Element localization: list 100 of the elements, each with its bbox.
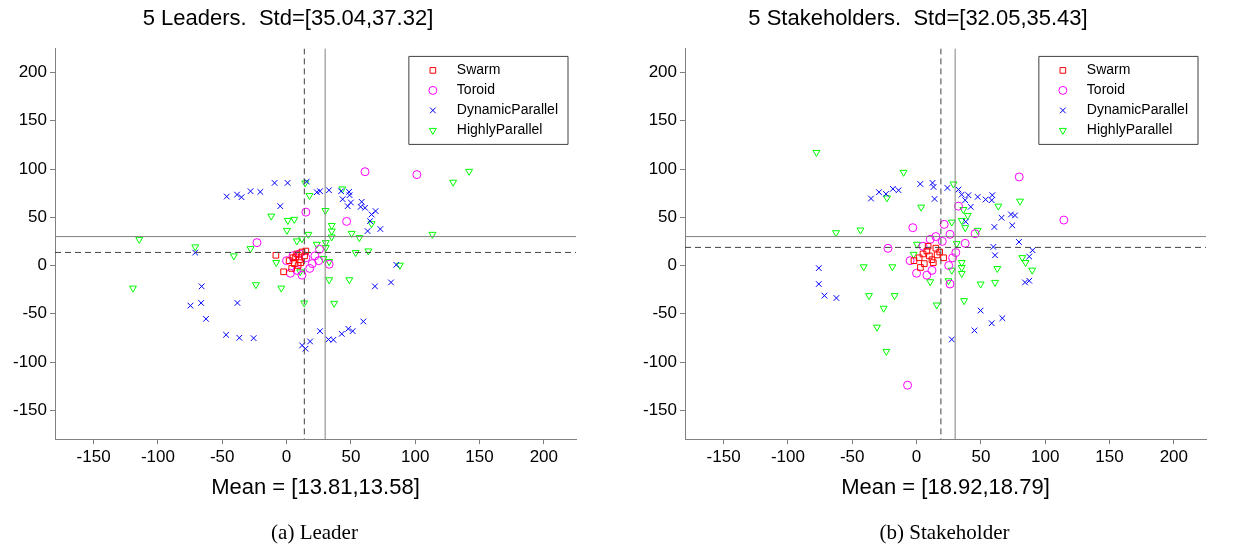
- legend-label: DynamicParallel: [456, 101, 559, 118]
- x-tick-label: 150: [1095, 447, 1124, 467]
- point: [965, 191, 972, 199]
- point: [1011, 212, 1019, 219]
- point: [1025, 277, 1033, 285]
- point: [856, 227, 865, 235]
- point: [957, 265, 966, 273]
- point: [916, 180, 924, 188]
- point: [929, 179, 936, 187]
- y-tick-label: -100: [642, 351, 677, 371]
- point: [957, 270, 966, 278]
- point: [932, 244, 940, 252]
- point: [919, 250, 927, 258]
- point: [302, 345, 309, 353]
- point: [198, 283, 205, 290]
- point: [272, 251, 280, 259]
- point: [250, 334, 257, 342]
- y-tick-label: 100: [648, 158, 677, 178]
- point: [344, 202, 351, 210]
- point: [875, 188, 883, 196]
- point: [345, 277, 354, 285]
- point: [312, 241, 321, 249]
- point: [202, 315, 210, 323]
- point: [292, 265, 302, 275]
- point: [821, 292, 828, 299]
- point: [917, 264, 924, 271]
- point: [957, 260, 966, 268]
- point: [371, 283, 379, 290]
- y-tick-label: 0: [667, 255, 677, 275]
- point: [246, 246, 255, 254]
- point: [252, 238, 262, 248]
- point: [977, 307, 984, 314]
- y-tick-label: -150: [12, 399, 47, 419]
- point: [338, 330, 346, 338]
- point: [197, 299, 205, 307]
- point: [970, 229, 980, 239]
- point: [236, 334, 243, 342]
- point: [296, 256, 303, 264]
- point: [1025, 253, 1033, 260]
- point: [991, 223, 998, 231]
- point: [883, 243, 893, 253]
- point: [890, 293, 899, 301]
- point: [360, 318, 367, 325]
- point: [233, 191, 241, 198]
- point: [297, 236, 306, 244]
- legend-label: Toroid: [1086, 81, 1125, 98]
- point: [310, 251, 320, 261]
- point: [909, 251, 918, 259]
- point: [300, 300, 309, 308]
- legend-label: HighlyParallel: [1086, 121, 1173, 138]
- point: [812, 149, 821, 157]
- point: [360, 167, 370, 177]
- point: [926, 252, 933, 260]
- point: [319, 256, 328, 264]
- point: [342, 216, 352, 226]
- point: [903, 380, 913, 390]
- point: [833, 294, 840, 302]
- point: [305, 263, 315, 273]
- text: (a) Leader: [270, 520, 359, 545]
- point: [905, 256, 915, 266]
- point: [976, 281, 985, 289]
- point: [351, 250, 360, 258]
- point: [867, 195, 875, 202]
- x-tick-label: 100: [401, 447, 430, 467]
- point: [929, 259, 937, 266]
- point: [872, 324, 881, 332]
- point: [962, 218, 970, 226]
- point: [290, 216, 299, 224]
- point: [889, 185, 897, 193]
- point: [963, 212, 972, 220]
- point: [128, 285, 137, 293]
- point: [931, 232, 941, 242]
- point: [292, 253, 299, 261]
- point: [251, 282, 260, 290]
- point: [344, 325, 352, 333]
- point: [967, 203, 975, 211]
- point: [1021, 279, 1029, 286]
- point: [982, 196, 989, 203]
- point: [912, 241, 921, 249]
- point: [1028, 267, 1037, 275]
- point: [931, 195, 938, 203]
- point: [951, 248, 961, 258]
- point: [271, 179, 278, 187]
- point: [1007, 211, 1015, 218]
- point: [910, 257, 918, 265]
- point: [222, 331, 230, 339]
- point: [321, 208, 330, 216]
- point: [949, 181, 958, 189]
- x-tick-label: -50: [839, 447, 865, 467]
- y-tick-label: 200: [18, 62, 47, 82]
- point: [948, 253, 958, 263]
- point: [321, 245, 330, 253]
- chart-title: 5 Stakeholders. Std=[32.05,35.43]: [748, 5, 1088, 31]
- point: [314, 256, 324, 266]
- y-tick-label: 100: [18, 158, 47, 178]
- point: [961, 225, 970, 233]
- point: [367, 221, 376, 229]
- point: [932, 302, 941, 310]
- point: [920, 260, 928, 267]
- point: [302, 247, 310, 255]
